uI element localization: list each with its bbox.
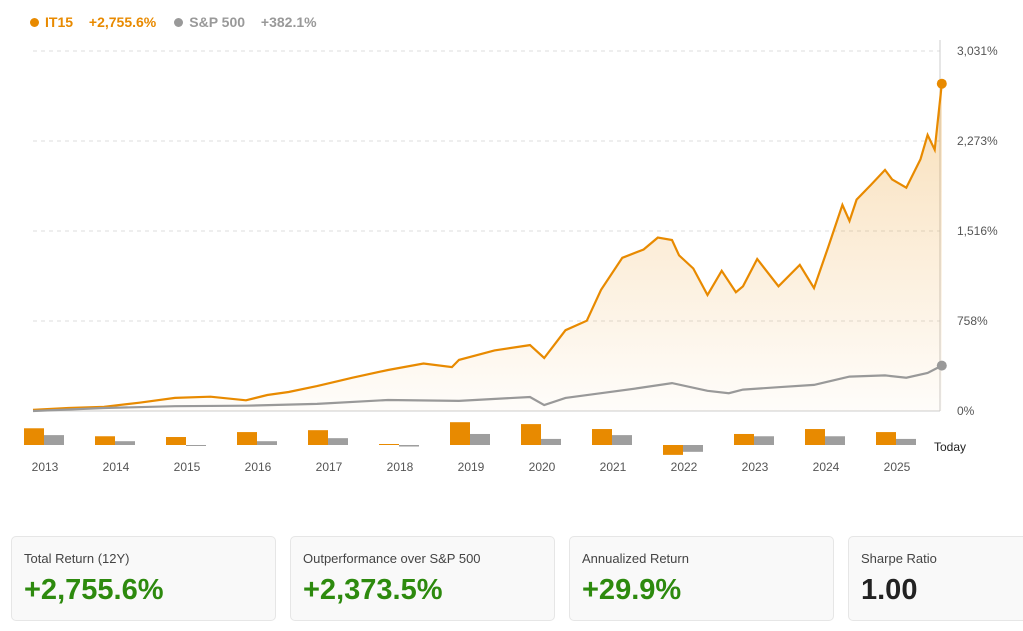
- annual-bar-it15[interactable]: [237, 432, 257, 445]
- annual-bar-sp500[interactable]: [399, 445, 419, 447]
- card-sharpe-ratio: Sharpe Ratio 1.00: [848, 536, 1023, 621]
- performance-chart: 3,031% 2,273% 1,516% 758% 0% 2013 2014 2015 2016…: [24, 40, 998, 474]
- x-tick-label: 2018: [387, 460, 414, 474]
- annual-bar-sp500[interactable]: [825, 436, 845, 445]
- x-tick-label: 2020: [529, 460, 556, 474]
- annual-bar-it15[interactable]: [521, 424, 541, 445]
- it15-line: [32, 83, 943, 411]
- it15-end-point[interactable]: [936, 78, 947, 89]
- annual-bar-it15[interactable]: [308, 430, 328, 445]
- annual-bar-sp500[interactable]: [612, 435, 632, 445]
- x-tick-label: 2013: [32, 460, 59, 474]
- annual-bar-it15[interactable]: [734, 433, 754, 445]
- annual-bar-it15[interactable]: [95, 436, 115, 445]
- it15-area: [33, 83, 942, 411]
- y-tick-label: 758%: [957, 314, 988, 328]
- annual-bar-sp500[interactable]: [470, 433, 490, 445]
- annual-bar-it15[interactable]: [450, 422, 470, 445]
- annual-bar-it15[interactable]: [166, 437, 186, 445]
- x-tick-label: 2017: [316, 460, 343, 474]
- annual-bar-it15[interactable]: [24, 428, 44, 445]
- stats-cards: Total Return (12Y) +2,755.6% Outperforman…: [11, 536, 1023, 621]
- chart-legend: IT15 +2,755.6% S&P 500 +382.1%: [30, 14, 317, 30]
- x-tick-label: 2015: [174, 460, 201, 474]
- x-tick-label: 2019: [458, 460, 485, 474]
- annual-bar-sp500[interactable]: [115, 441, 135, 445]
- x-tick-label: 2023: [742, 460, 769, 474]
- card-total-return: Total Return (12Y) +2,755.6%: [11, 536, 276, 621]
- annual-bar-sp500[interactable]: [683, 445, 703, 452]
- y-tick-label: 0%: [957, 404, 975, 418]
- annual-bar-sp500[interactable]: [44, 435, 64, 445]
- x-tick-label: 2025: [884, 460, 911, 474]
- x-tick-label: 2021: [600, 460, 627, 474]
- annual-bar-sp500[interactable]: [328, 438, 348, 445]
- card-value: +2,755.6%: [24, 574, 164, 606]
- annual-bar-it15[interactable]: [876, 432, 896, 445]
- card-annualized-return: Annualized Return +29.9%: [569, 536, 834, 621]
- card-outperformance: Outperformance over S&P 500 +2,373.5%: [290, 536, 555, 621]
- x-tick-label: 2022: [671, 460, 698, 474]
- sp500-line: [32, 364, 943, 413]
- annual-bar-it15[interactable]: [805, 429, 825, 445]
- y-tick-label: 3,031%: [957, 44, 998, 58]
- card-value: +29.9%: [582, 574, 682, 606]
- legend-dot: [30, 17, 39, 27]
- legend-item-sp500[interactable]: S&P 500 +382.1%: [174, 14, 317, 30]
- annual-bar-sp500[interactable]: [541, 438, 561, 445]
- today-label: Today: [934, 440, 966, 454]
- legend-dot: [174, 17, 184, 27]
- sp500-end-point[interactable]: [936, 360, 947, 371]
- annual-bar-it15[interactable]: [379, 444, 399, 445]
- y-tick-label: 1,516%: [957, 224, 998, 238]
- legend-item-it15[interactable]: IT15 +2,755.6%: [30, 14, 156, 30]
- y-tick-label: 2,273%: [957, 134, 998, 148]
- annual-bar-sp500[interactable]: [754, 436, 774, 445]
- annual-bar-sp500[interactable]: [186, 445, 206, 446]
- annual-bar-it15[interactable]: [592, 429, 612, 445]
- annual-bar-sp500[interactable]: [896, 438, 916, 445]
- annual-bar-sp500[interactable]: [257, 441, 277, 445]
- card-value: +2,373.5%: [303, 574, 443, 606]
- x-tick-label: 2014: [103, 460, 130, 474]
- annual-bar-it15[interactable]: [663, 445, 683, 455]
- card-value: 1.00: [861, 574, 918, 606]
- x-tick-label: 2016: [245, 460, 272, 474]
- x-tick-label: 2024: [813, 460, 840, 474]
